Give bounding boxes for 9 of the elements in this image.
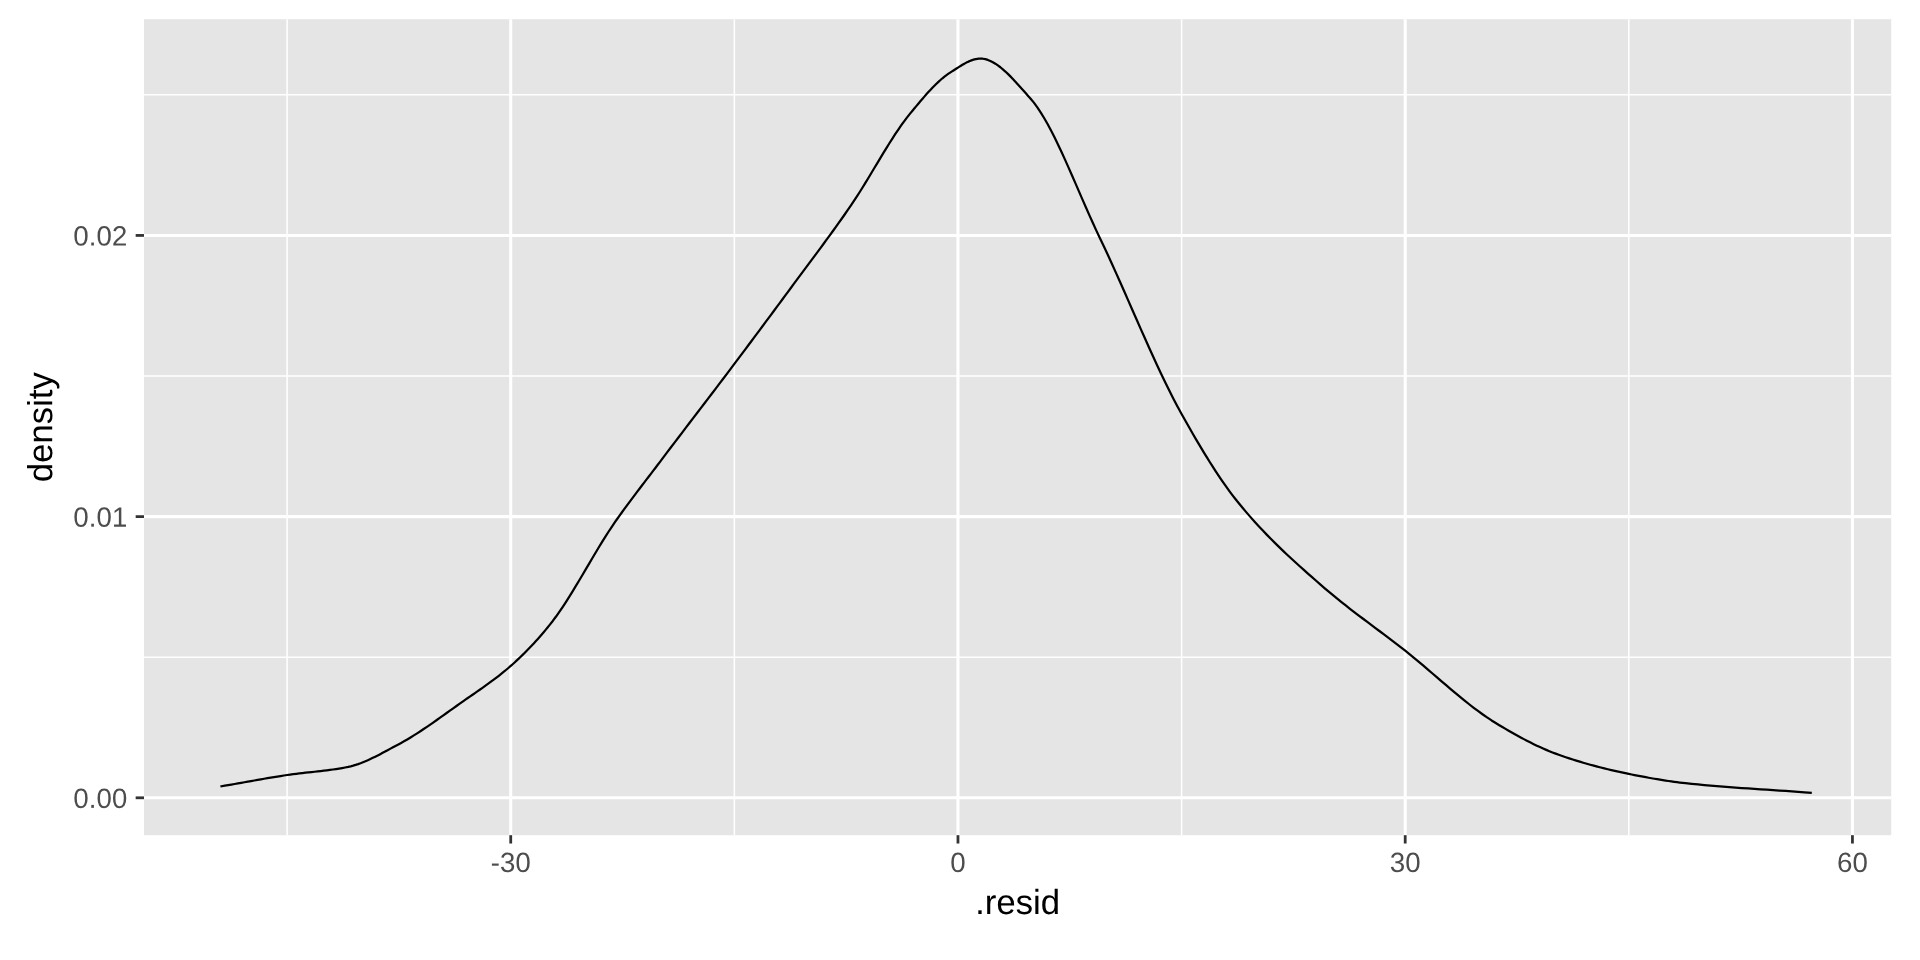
y-tick-label: 0.01 xyxy=(74,507,126,527)
y-tick-label: 0.00 xyxy=(74,788,127,809)
y-tick-label: 0.02 xyxy=(74,226,126,246)
x-tick-label: 30 xyxy=(1390,852,1420,873)
x-axis-title: .resid xyxy=(978,888,1058,915)
y-axis-title: density xyxy=(27,372,60,481)
x-tick-label: 60 xyxy=(1838,852,1867,873)
x-tick-label: -30 xyxy=(491,852,530,873)
x-tick-label: 0 xyxy=(951,852,965,873)
